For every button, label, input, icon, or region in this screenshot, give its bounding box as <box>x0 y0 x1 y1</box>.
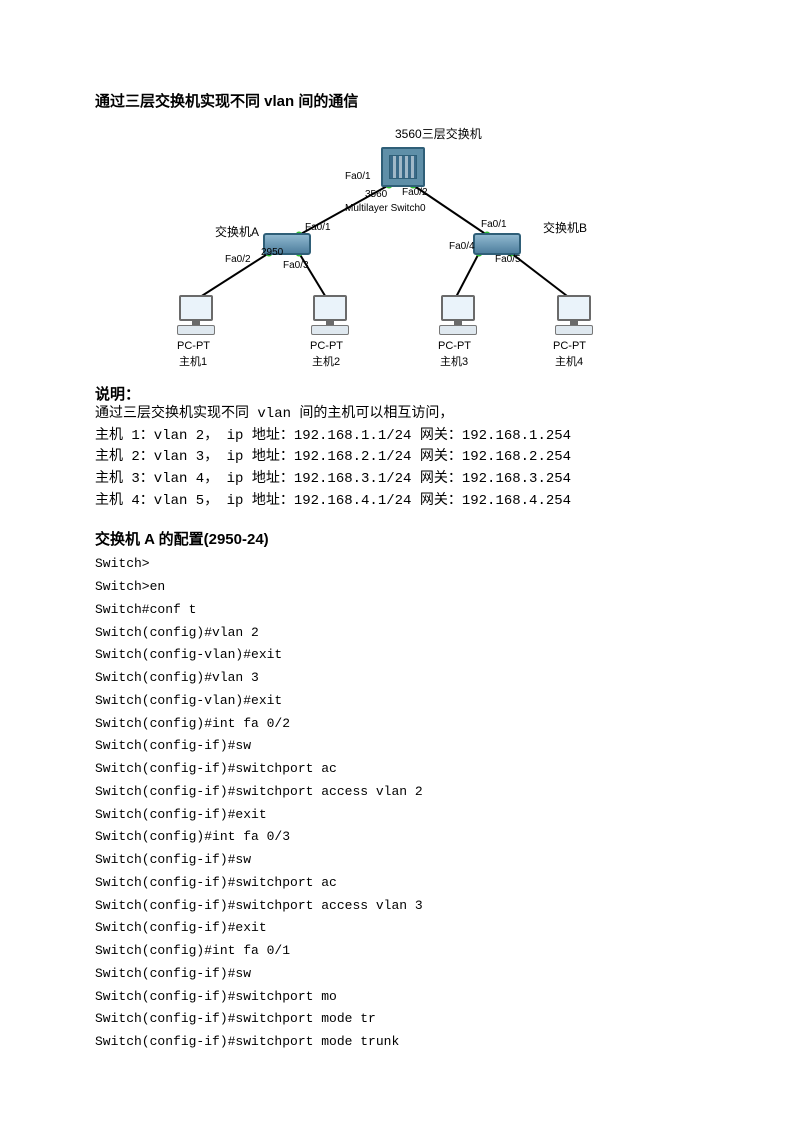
switch-b-icon <box>473 233 521 255</box>
pc2-icon <box>307 295 353 341</box>
host-line: 主机 1：vlan 2， ip 地址：192.168.1.1/24 网关：192… <box>95 426 705 448</box>
cli-output: Switch> Switch>en Switch#conf t Switch(c… <box>95 553 705 1054</box>
pc3-name-label: 主机3 <box>440 353 468 369</box>
description-heading: 说明： <box>95 383 705 404</box>
network-diagram: 3560三层交换机 交换机A 交换机B Multilayer Switch0 3… <box>155 119 645 379</box>
fa02-top-label: Fa0/2 <box>402 187 428 198</box>
host-table: 主机 1：vlan 2， ip 地址：192.168.1.1/24 网关：192… <box>95 426 705 513</box>
fa01-b-up-label: Fa0/1 <box>481 219 507 230</box>
fa03-a-label: Fa0/3 <box>283 260 309 271</box>
pc1-name-label: 主机1 <box>179 353 207 369</box>
ml-name-label: Multilayer Switch0 <box>345 203 426 214</box>
config-heading: 交换机 A 的配置(2950-24) <box>95 528 705 549</box>
fa01-a-up-label: Fa0/1 <box>305 222 331 233</box>
page: 通过三层交换机实现不同 vlan 间的通信 3560三层交换机 交换机A 交换机… <box>0 0 800 1132</box>
host-line: 主机 4：vlan 5， ip 地址：192.168.4.1/24 网关：192… <box>95 491 705 513</box>
model3560-label: 3560 <box>365 189 387 200</box>
l3-switch-icon <box>381 147 425 187</box>
pc3-type-label: PC-PT <box>438 340 471 352</box>
pc2-type-label: PC-PT <box>310 340 343 352</box>
fa01-topleft-label: Fa0/1 <box>345 171 371 182</box>
pc4-icon <box>551 295 597 341</box>
pc2-name-label: 主机2 <box>312 353 340 369</box>
host-line: 主机 3：vlan 4， ip 地址：192.168.3.1/24 网关：192… <box>95 469 705 491</box>
l3-switch-label: 3560三层交换机 <box>395 125 482 142</box>
pc1-icon <box>173 295 219 341</box>
pc3-icon <box>435 295 481 341</box>
pc1-type-label: PC-PT <box>177 340 210 352</box>
page-title: 通过三层交换机实现不同 vlan 间的通信 <box>95 90 705 111</box>
pc4-type-label: PC-PT <box>553 340 586 352</box>
switch-b-label: 交换机B <box>543 219 587 236</box>
pc4-name-label: 主机4 <box>555 353 583 369</box>
fa02-a-label: Fa0/2 <box>225 254 251 265</box>
host-line: 主机 2：vlan 3， ip 地址：192.168.2.1/24 网关：192… <box>95 447 705 469</box>
switch-a-label: 交换机A <box>215 223 259 240</box>
model2950a-label: 2950 <box>261 247 283 258</box>
fa05-b-label: Fa0/5 <box>495 254 521 265</box>
description-intro: 通过三层交换机实现不同 vlan 间的主机可以相互访问， <box>95 404 705 426</box>
fa04-b-label: Fa0/4 <box>449 241 475 252</box>
